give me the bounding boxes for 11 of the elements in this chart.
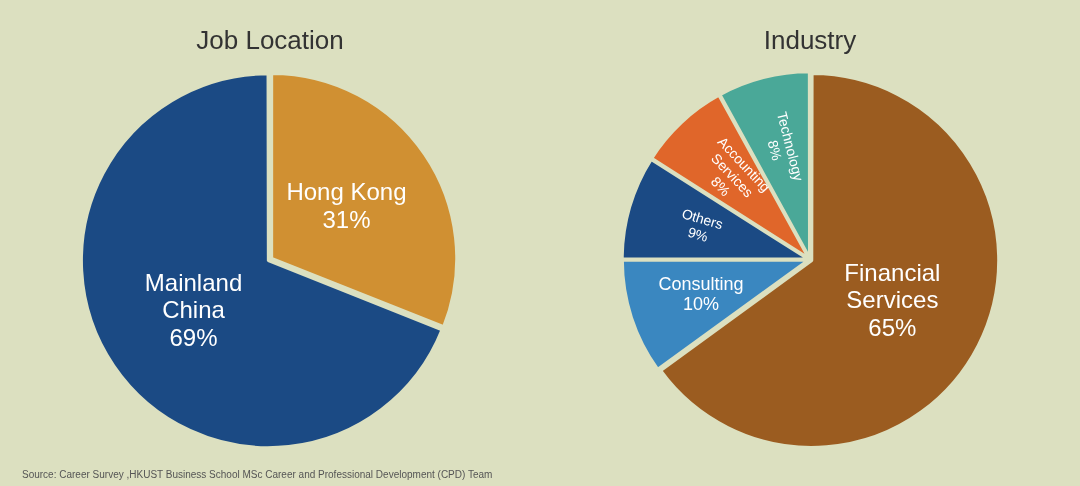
data-label: 31% [322, 206, 371, 234]
data-label: 69% [169, 323, 218, 351]
chart-title: Job Location [196, 24, 344, 55]
chart-title: Industry [763, 24, 857, 55]
slice-label: Financial Services [844, 258, 941, 314]
slice-label: Consulting [658, 273, 744, 294]
data-label: 65% [868, 313, 917, 341]
data-label: 10% [682, 294, 719, 315]
slice-label: Mainland China [144, 268, 243, 324]
source-note: Source: Career Survey ,HKUST Business School MSc Career and Professional Development (CPD) Team [22, 469, 493, 480]
slice-label: Hong Kong [286, 178, 407, 206]
